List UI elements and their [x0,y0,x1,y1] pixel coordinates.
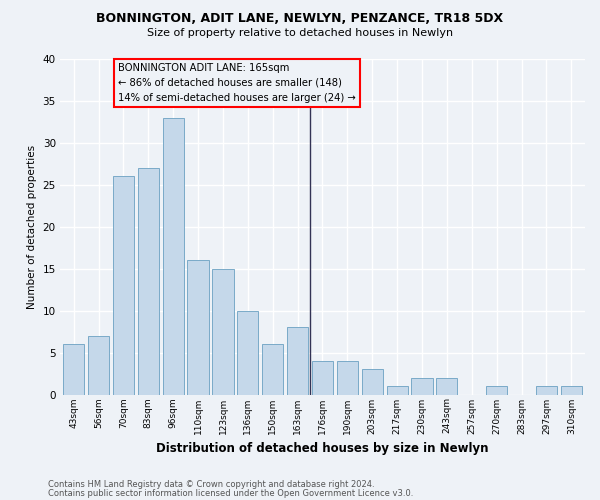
Bar [337,361,358,394]
Bar [113,176,134,394]
Bar [138,168,159,394]
Bar [262,344,283,395]
Bar [63,344,84,395]
Bar [237,310,259,394]
Bar [486,386,507,394]
Text: Contains HM Land Registry data © Crown copyright and database right 2024.: Contains HM Land Registry data © Crown c… [48,480,374,489]
Bar [287,328,308,394]
Bar [212,268,233,394]
Bar [312,361,333,394]
Bar [436,378,457,394]
Text: Contains public sector information licensed under the Open Government Licence v3: Contains public sector information licen… [48,488,413,498]
Text: Size of property relative to detached houses in Newlyn: Size of property relative to detached ho… [147,28,453,38]
Y-axis label: Number of detached properties: Number of detached properties [27,144,37,309]
Bar [412,378,433,394]
Bar [163,118,184,394]
Bar [561,386,582,394]
Bar [88,336,109,394]
Bar [362,370,383,394]
Text: BONNINGTON, ADIT LANE, NEWLYN, PENZANCE, TR18 5DX: BONNINGTON, ADIT LANE, NEWLYN, PENZANCE,… [97,12,503,26]
Text: BONNINGTON ADIT LANE: 165sqm
← 86% of detached houses are smaller (148)
14% of s: BONNINGTON ADIT LANE: 165sqm ← 86% of de… [118,63,356,103]
X-axis label: Distribution of detached houses by size in Newlyn: Distribution of detached houses by size … [156,442,489,455]
Bar [187,260,209,394]
Bar [536,386,557,394]
Bar [386,386,408,394]
